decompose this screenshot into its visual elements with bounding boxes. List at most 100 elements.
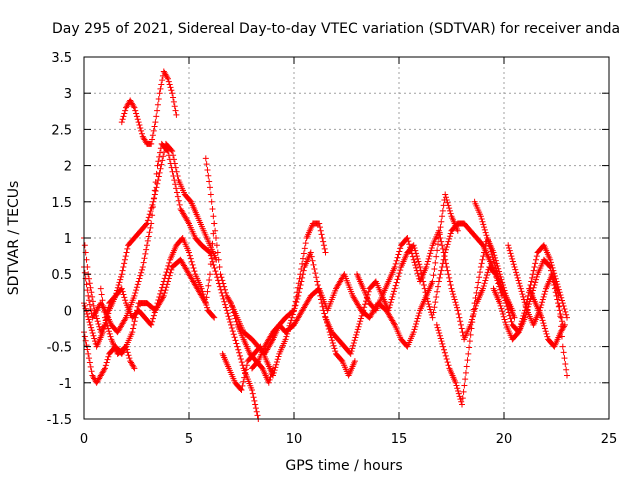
- data-point: [87, 321, 94, 328]
- data-point: [532, 279, 539, 286]
- data-point: [483, 272, 490, 279]
- data-point: [165, 275, 172, 282]
- data-point: [467, 331, 474, 338]
- data-point: [167, 84, 174, 91]
- data-point: [124, 245, 131, 252]
- data-point: [433, 253, 440, 260]
- series-sat-n: [433, 235, 516, 408]
- data-point: [227, 298, 234, 305]
- data-point: [446, 235, 453, 242]
- data-point: [154, 162, 161, 169]
- x-tick-label: 0: [80, 432, 88, 447]
- data-point: [405, 238, 412, 245]
- data-point: [445, 271, 452, 278]
- data-point: [81, 333, 88, 340]
- data-point: [136, 122, 143, 129]
- data-point: [491, 259, 498, 266]
- data-point: [103, 359, 110, 366]
- y-tick-label: 2.5: [51, 123, 72, 138]
- data-point: [478, 215, 485, 222]
- data-point: [432, 259, 439, 266]
- data-point: [320, 242, 327, 249]
- data-point: [477, 269, 483, 276]
- data-point: [547, 256, 554, 263]
- data-point: [138, 130, 145, 137]
- data-point: [435, 283, 441, 290]
- data-point: [410, 242, 417, 249]
- data-point: [394, 254, 401, 261]
- data-point: [118, 119, 125, 126]
- data-point: [220, 280, 227, 287]
- data-point: [81, 302, 88, 309]
- data-point: [561, 355, 568, 362]
- data-point: [187, 255, 194, 262]
- data-point: [149, 201, 156, 208]
- data-point: [445, 362, 452, 369]
- data-point: [454, 385, 461, 392]
- data-point: [514, 330, 521, 337]
- data-point: [417, 263, 423, 270]
- data-point: [561, 305, 568, 312]
- data-point: [302, 240, 309, 247]
- data-point: [520, 293, 527, 300]
- data-point: [222, 289, 229, 296]
- data-point: [444, 359, 451, 366]
- data-point: [362, 301, 369, 308]
- data-point: [157, 85, 164, 92]
- data-point: [267, 374, 274, 381]
- data-point: [218, 274, 225, 281]
- data-point: [143, 221, 150, 228]
- data-point: [530, 284, 537, 291]
- data-point: [291, 307, 297, 314]
- data-point: [543, 330, 550, 337]
- data-point: [208, 198, 215, 205]
- data-point: [83, 281, 90, 288]
- data-point: [250, 394, 257, 401]
- data-point: [481, 249, 488, 256]
- data-point: [145, 233, 152, 240]
- data-point: [172, 181, 179, 188]
- data-point: [185, 219, 192, 226]
- data-point: [527, 282, 534, 289]
- data-point: [500, 292, 507, 299]
- data-point: [389, 293, 396, 300]
- data-point: [392, 260, 399, 267]
- data-point: [558, 314, 565, 321]
- data-point: [488, 248, 495, 255]
- data-point: [105, 328, 112, 335]
- data-point: [91, 335, 98, 342]
- data-point: [133, 311, 140, 318]
- data-point: [229, 328, 236, 335]
- data-point: [83, 342, 90, 349]
- data-point: [480, 282, 487, 289]
- data-point: [484, 237, 491, 244]
- data-point: [168, 87, 175, 94]
- data-point: [395, 273, 402, 280]
- data-point: [222, 286, 228, 293]
- data-point: [86, 319, 93, 326]
- data-point: [252, 405, 259, 412]
- data-point: [430, 309, 437, 316]
- data-point: [541, 291, 548, 298]
- data-point: [91, 307, 98, 314]
- data-point: [541, 325, 548, 332]
- data-point: [162, 287, 169, 294]
- data-point: [435, 227, 442, 234]
- data-point: [300, 250, 307, 257]
- data-point: [481, 226, 488, 233]
- data-point: [273, 358, 280, 365]
- data-point: [99, 297, 106, 304]
- data-point: [288, 317, 295, 324]
- data-point: [283, 333, 290, 340]
- data-point: [90, 332, 97, 339]
- data-point: [407, 244, 414, 251]
- data-point: [517, 285, 524, 292]
- data-point: [564, 372, 570, 379]
- data-point: [390, 291, 397, 298]
- data-point: [175, 197, 182, 204]
- data-point: [549, 271, 556, 278]
- data-point: [252, 401, 259, 408]
- data-point: [167, 269, 174, 276]
- data-point: [132, 107, 139, 114]
- data-point: [102, 314, 108, 321]
